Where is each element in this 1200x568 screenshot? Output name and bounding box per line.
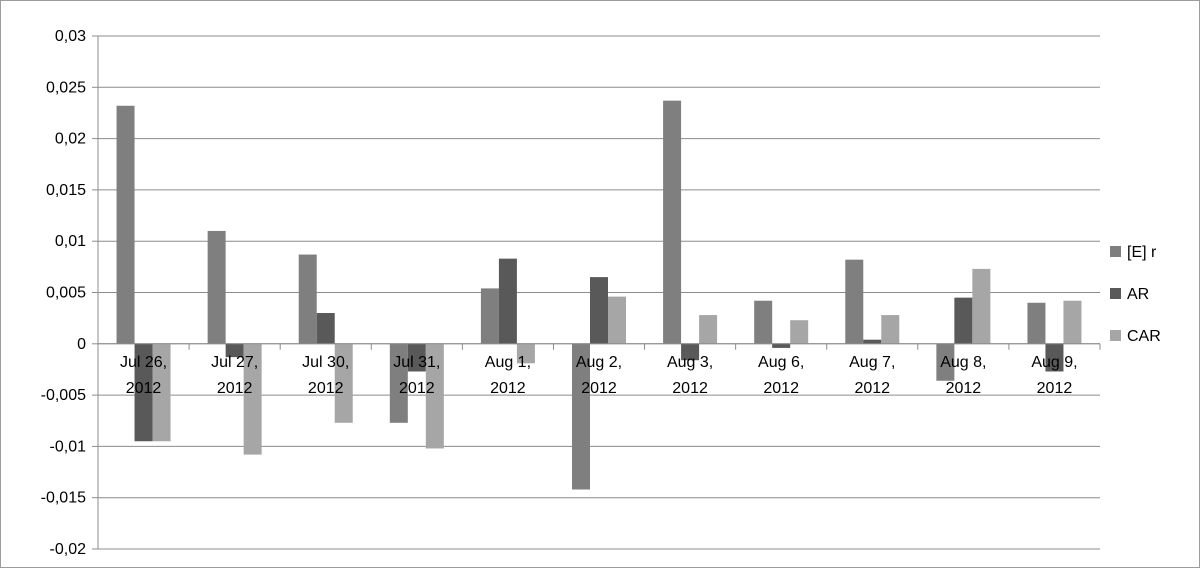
x-category-label: Aug 8, 2012 (940, 354, 986, 397)
bar-ar (316, 313, 335, 344)
bar-e-r (845, 259, 864, 344)
bar-car (1063, 300, 1082, 344)
y-tick-label: 0,025 (46, 79, 86, 96)
legend-label: CAR (1127, 328, 1161, 345)
bar-car (972, 268, 991, 344)
legend: [E] r AR CAR (1110, 244, 1161, 345)
y-tick-label: 0,015 (46, 182, 86, 199)
bar-ar (1045, 343, 1064, 372)
x-category-label-line: Jul 27, (211, 354, 258, 371)
x-category-label-line: Jul 31, (393, 354, 440, 371)
bar-car (243, 343, 262, 455)
legend-label: AR (1127, 286, 1149, 303)
legend-swatch (1110, 330, 1121, 341)
bar-ar (590, 277, 608, 344)
x-category-label-line: 2012 (581, 380, 617, 397)
x-category-label-line: Aug 9, (1031, 354, 1077, 371)
bar-car (699, 315, 718, 344)
y-tick-label: -0,015 (41, 490, 86, 507)
y-axis-tick-labels: 0,03 0,025 0,02 0,015 0,01 0,005 0 -0,005 -0,01 -… (41, 28, 86, 558)
bar-ar (772, 343, 791, 348)
y-tick-label: 0 (77, 336, 86, 353)
bar-e-r (754, 300, 773, 344)
x-category-label-line: 2012 (490, 380, 526, 397)
x-category-label-line: Aug 1, (485, 354, 531, 371)
bar-car (516, 343, 535, 364)
bar-e-r (389, 343, 408, 423)
bar-car (152, 343, 171, 442)
x-category-label-line: 2012 (308, 380, 344, 397)
x-category-label: Jul 31, 2012 (393, 354, 440, 397)
y-tick-label: 0,03 (55, 28, 86, 45)
bar-ar (954, 297, 973, 344)
bar-car (881, 315, 900, 344)
x-category-label: Aug 6, 2012 (758, 354, 804, 397)
bar-car (608, 296, 626, 344)
x-category-label-line: Aug 2, (576, 354, 622, 371)
bar-ar (681, 343, 700, 361)
x-category-label-line: Jul 26, (120, 354, 167, 371)
bar-car (790, 320, 809, 344)
x-category-label-line: 2012 (854, 380, 890, 397)
y-tick-label: -0,005 (41, 387, 86, 404)
x-category-label: Jul 30, 2012 (302, 354, 349, 397)
x-category-label-line: 2012 (126, 380, 162, 397)
x-category-label-line: 2012 (763, 380, 799, 397)
x-category-label-line: Jul 30, (302, 354, 349, 371)
bar-e-r (116, 105, 135, 344)
bar-e-r (936, 343, 955, 381)
x-category-label: Aug 1, 2012 (485, 354, 531, 397)
bar-e-r (663, 100, 682, 344)
x-category-label-line: 2012 (217, 380, 253, 397)
bar-ar (225, 343, 244, 358)
bar-e-r (1027, 302, 1046, 344)
x-category-label-line: 2012 (399, 380, 435, 397)
bar-car (334, 343, 353, 423)
y-tick-label: -0,01 (50, 438, 87, 455)
y-tick-label: -0,02 (50, 541, 87, 558)
x-category-label: Jul 27, 2012 (211, 354, 258, 397)
bar-e-r (207, 230, 226, 344)
bar-ar (863, 339, 882, 344)
bar-ar (407, 343, 426, 372)
x-category-label: Aug 3, 2012 (667, 354, 713, 397)
x-category-label: Aug 7, 2012 (849, 354, 895, 397)
bar-e-r (480, 288, 499, 344)
x-category-label-line: Aug 7, (849, 354, 895, 371)
bar-e-r (298, 254, 317, 344)
x-category-label: Jul 26, 2012 (120, 354, 167, 397)
x-category-label: Aug 9, 2012 (1031, 354, 1077, 397)
legend-swatch (1110, 246, 1121, 257)
bar-ar (498, 258, 517, 344)
legend-swatch (1110, 288, 1121, 299)
bar-car (425, 343, 444, 449)
x-category-label: Aug 2, 2012 (576, 354, 622, 397)
bar-ar (134, 343, 153, 442)
x-category-label-line: Aug 6, (758, 354, 804, 371)
x-category-label-line: Aug 8, (940, 354, 986, 371)
x-category-label-line: Aug 3, (667, 354, 713, 371)
bar-e-r (572, 343, 590, 490)
axes (97, 36, 1101, 549)
x-category-label-line: 2012 (946, 380, 982, 397)
y-tick-label: 0,01 (55, 233, 86, 250)
x-category-label-line: 2012 (1037, 380, 1073, 397)
legend-label: [E] r (1127, 244, 1157, 261)
bars (116, 100, 1082, 490)
y-tick-label: 0,005 (46, 285, 86, 302)
y-tick-label: 0,02 (55, 131, 86, 148)
x-category-label-line: 2012 (672, 380, 708, 397)
